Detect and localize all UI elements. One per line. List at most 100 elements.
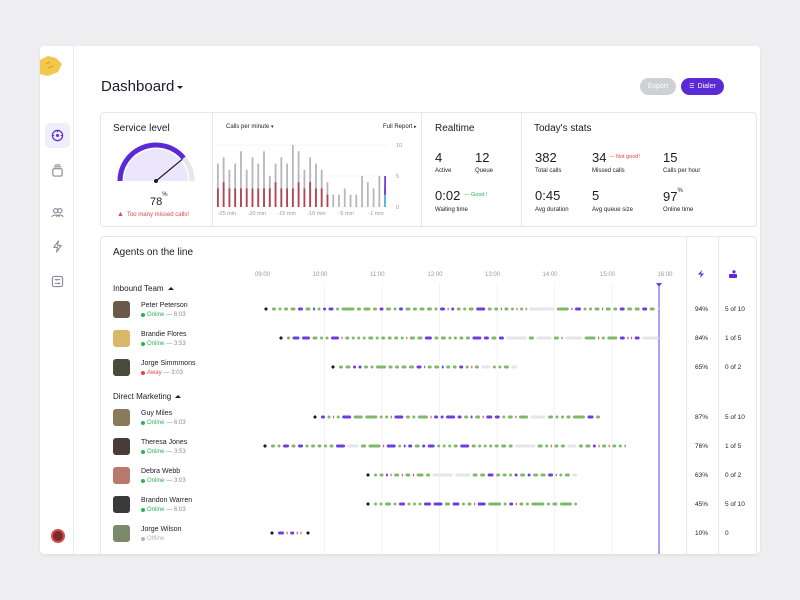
page-title[interactable]: Dashboard [101, 78, 184, 95]
chart-bar-total [216, 163, 219, 207]
agent-name[interactable]: Jorge Wilson [141, 526, 182, 533]
timeline-segment [587, 415, 594, 419]
divider [212, 113, 213, 226]
timeline-segment [573, 415, 585, 419]
timeline-segment [446, 365, 451, 369]
agent-name[interactable]: Peter Peterson [141, 302, 188, 309]
timeline-segment [353, 365, 356, 369]
timeline-segment [555, 473, 557, 477]
calls-dropdown[interactable]: Calls per minute ▾ [226, 124, 274, 130]
chart-bar-total [320, 169, 323, 207]
agent-status: Away — 3:03 [141, 370, 183, 376]
timeline-segment [537, 444, 543, 448]
missed-calls-warning: ▲ Too many missed calls! [117, 211, 189, 218]
online-time-unit: % [677, 188, 683, 194]
timeline-segment [412, 473, 415, 477]
agent-group-header[interactable]: Direct Marketing [113, 392, 182, 401]
timeline-segment [417, 415, 428, 419]
chart-bar-missed [216, 188, 219, 207]
timeline-segment [357, 307, 361, 311]
agent-group-name: Direct Marketing [113, 392, 172, 401]
timeline-segment [394, 473, 400, 477]
chart-bar-total [338, 194, 340, 207]
timeline-segment [272, 307, 276, 311]
timeline-segment [278, 531, 284, 535]
timeline-segment [434, 365, 440, 369]
timeline-segment [442, 444, 446, 448]
timeline-segment [298, 307, 303, 311]
timeline-segment [339, 365, 343, 369]
status-text: Away [147, 370, 162, 376]
timeline-segment [540, 473, 546, 477]
timeline-segment [465, 336, 470, 340]
status-duration: — 3:03 [166, 478, 186, 484]
timeline-segment [434, 336, 439, 340]
chart-bar-current-queue [384, 194, 387, 207]
timeline-segment [642, 336, 659, 340]
sidebar-item-team[interactable] [45, 200, 70, 225]
timeline-start-marker [366, 502, 370, 506]
sliders-icon [51, 275, 64, 288]
timeline-segment [533, 473, 539, 477]
timeline-segment [448, 336, 452, 340]
full-report-link[interactable]: Full Report ▸ [383, 124, 417, 130]
agent-name[interactable]: Guy Miles [141, 410, 173, 417]
agent-status: Online — 3:53 [141, 449, 186, 455]
timeline-segment [427, 307, 432, 311]
timeline-segment [427, 365, 432, 369]
user-avatar[interactable] [51, 529, 65, 543]
agent-name[interactable]: Jorge Simmmons [141, 360, 196, 367]
agent-avatar [113, 409, 130, 426]
agent-calls-ratio: 1 of 5 [725, 443, 742, 450]
calls-per-hour-value: 15 [663, 150, 678, 165]
agent-name[interactable]: Theresa Jones [141, 439, 188, 446]
gauge-progress [117, 142, 186, 182]
stack-icon [52, 164, 63, 177]
timeline-segment [592, 444, 596, 448]
timeline-segment [612, 444, 617, 448]
status-dot [141, 371, 145, 375]
timeline-segment [619, 307, 625, 311]
divider [521, 113, 522, 226]
timeline-segment [358, 365, 362, 369]
timeline-segment [395, 365, 399, 369]
sidebar-item-dashboard[interactable] [45, 123, 70, 148]
timeline-segment [584, 336, 596, 340]
timeline-segment [290, 307, 296, 311]
timeline-segment [502, 473, 507, 477]
sidebar-item-settings[interactable] [45, 269, 70, 294]
timeline-segment [481, 365, 491, 369]
timeline-segment [525, 307, 527, 311]
timeline-segment [328, 307, 334, 311]
timeline-segment [376, 365, 386, 369]
stats-panel: Service level 78% ▲ Too many missed call… [100, 112, 757, 227]
chart-y-tick: 5 [396, 174, 399, 180]
dialer-button[interactable]: ☰ Dialer [681, 78, 724, 95]
timeline-segment [561, 415, 564, 419]
timeline-segment [489, 444, 493, 448]
online-time-number: 97 [663, 189, 678, 204]
timeline-segment [364, 365, 368, 369]
timeline-segment [386, 307, 391, 311]
timeline-segment [494, 444, 499, 448]
timeline-segment [375, 336, 379, 340]
chart-bar-total [372, 188, 375, 207]
timeline-segment [470, 415, 473, 419]
chart-bar-total [245, 169, 248, 207]
export-button[interactable]: Export [640, 78, 676, 95]
agent-group-header[interactable]: Inbound Team [113, 284, 174, 293]
timeline-segment [313, 307, 315, 311]
sidebar-item-activity[interactable] [45, 234, 70, 259]
chart-bar-total [251, 157, 254, 207]
timeline-segment [341, 307, 355, 311]
agent-name[interactable]: Brandie Flores [141, 331, 187, 338]
timeline-segment [427, 444, 435, 448]
timeline-start-marker [313, 415, 317, 419]
timeline-segment [320, 336, 323, 340]
agent-name[interactable]: Brandon Warren [141, 497, 193, 504]
sidebar-item-archive[interactable] [45, 158, 70, 183]
agent-name[interactable]: Debra Webb [141, 468, 181, 475]
chart-x-tick: -5 min [339, 211, 354, 217]
timeline-segment [329, 444, 334, 448]
timeline-segment [459, 365, 464, 369]
